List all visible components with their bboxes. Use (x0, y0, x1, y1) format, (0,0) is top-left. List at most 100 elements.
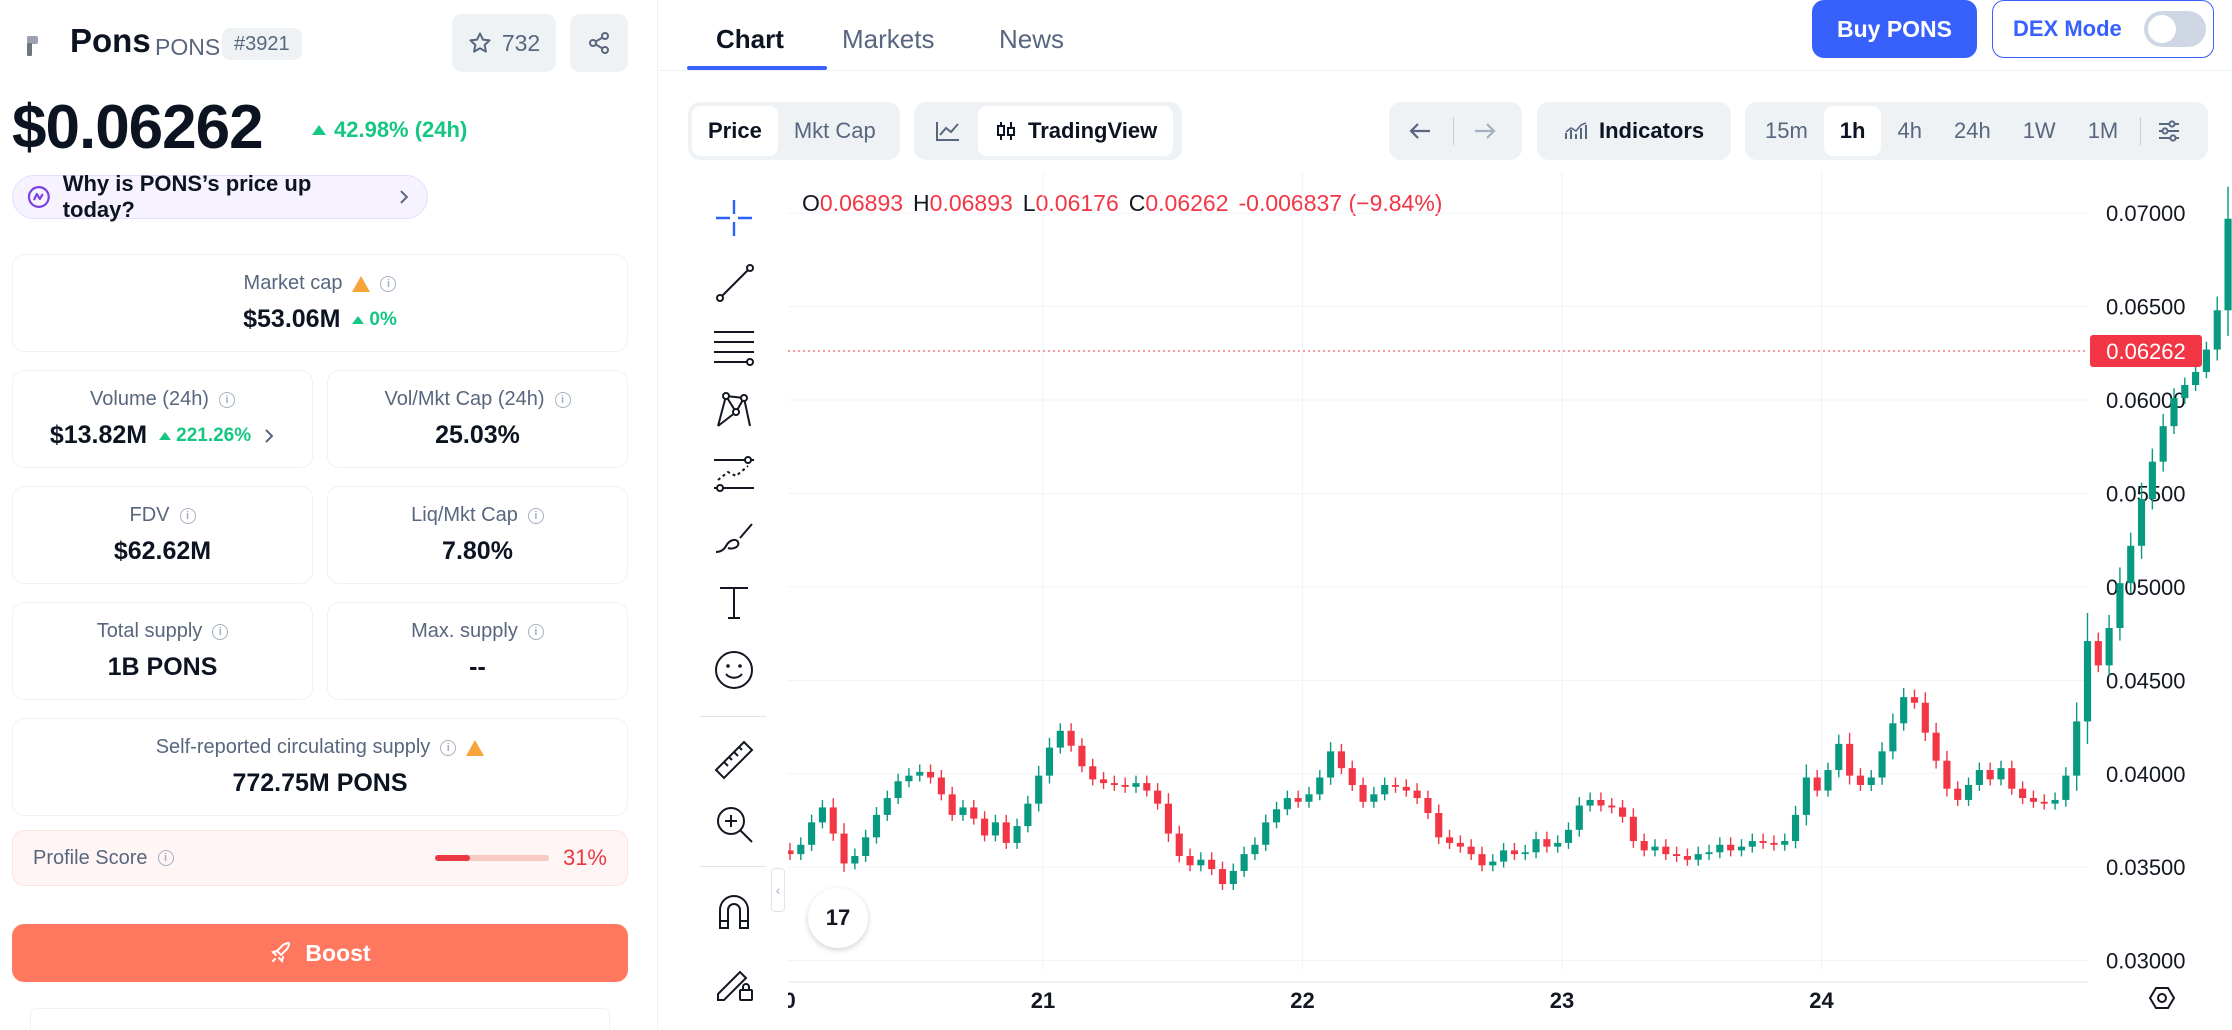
candle-body (1662, 846, 1670, 855)
candle-body (1889, 723, 1897, 752)
candle-body (2116, 583, 2124, 628)
undo-redo-group (1389, 102, 1522, 160)
watchlist-button[interactable]: 732 (452, 14, 556, 72)
tab-markets[interactable]: Markets (842, 24, 935, 54)
info-icon[interactable]: i (527, 507, 544, 524)
candle-body (1424, 798, 1432, 814)
candle-body (1964, 784, 1973, 800)
collapse-toolbar-button[interactable]: ‹ (771, 868, 785, 912)
range-24h[interactable]: 24h (1953, 118, 1991, 143)
candle-body (981, 818, 989, 836)
liq-mkt-cap-value: 7.80% (442, 537, 513, 565)
candle-body (1272, 809, 1281, 823)
trend-line-icon (716, 264, 754, 302)
magnet-tool[interactable] (708, 886, 760, 938)
crosshair-tool[interactable] (708, 192, 760, 244)
candle-body (1510, 850, 1518, 855)
y-tick-label: 0.03500 (2106, 855, 2186, 880)
chart-type-switch: TradingView (914, 102, 1182, 160)
range-4h[interactable]: 4h (1897, 118, 1922, 143)
candle-body (1878, 751, 1886, 778)
vol-mkt-cap-label: Vol/Mkt Cap (24h) (384, 388, 545, 410)
liq-mkt-cap-card: Liq/Mkt Cap i 7.80% (327, 486, 628, 584)
price-chart[interactable]: 0.070000.065000.060000.055000.050000.045… (788, 172, 2232, 1030)
share-button[interactable] (570, 14, 628, 72)
candle-body (1208, 859, 1216, 870)
profile-score[interactable]: Profile Score i 31% (12, 830, 628, 886)
toggle-switch[interactable] (2143, 11, 2206, 47)
candle-body (2170, 398, 2178, 427)
redo-button[interactable] (1460, 106, 1510, 156)
info-icon[interactable]: i (380, 275, 397, 292)
candle-body (1262, 822, 1270, 845)
indicators-item[interactable]: Indicators (1541, 106, 1726, 156)
emoji-tool[interactable] (708, 644, 760, 696)
candle-body (818, 807, 826, 823)
dex-mode-toggle[interactable]: DEX Mode (1992, 0, 2214, 58)
trend-line-tool[interactable] (708, 256, 760, 308)
candle-body (1197, 859, 1205, 866)
coin-logo-icon (27, 36, 38, 56)
info-icon[interactable]: i (179, 507, 196, 524)
price-option[interactable]: Price (692, 106, 778, 156)
candle-body (808, 822, 816, 845)
line-chart-option[interactable] (918, 106, 978, 156)
warning-icon (352, 275, 371, 292)
buy-button[interactable]: Buy PONS (1812, 0, 1977, 58)
info-icon[interactable]: i (157, 850, 174, 866)
candle-body (1067, 730, 1075, 746)
brush-tool[interactable] (708, 512, 760, 564)
volume-card[interactable]: Volume (24h) i $13.82M 221.26% (12, 370, 313, 468)
pattern-tool[interactable] (708, 384, 760, 436)
x-tick-label: 23 (1550, 988, 1574, 1013)
total-supply-value: 1B PONS (107, 653, 218, 681)
close-value: 0.06262 (1145, 190, 1229, 216)
range-1w[interactable]: 1W (2022, 118, 2056, 143)
why-price-up-link[interactable]: Why is PONS’s price up today? (12, 171, 428, 222)
total-supply-label: Total supply (96, 620, 203, 642)
indicators-button[interactable]: Indicators (1537, 102, 1731, 160)
candle-body (1186, 856, 1194, 866)
circulating-supply-value: 772.75M PONS (232, 769, 408, 797)
info-icon[interactable]: i (212, 623, 229, 640)
candle-body (1856, 775, 1864, 785)
prediction-tool[interactable] (708, 448, 760, 500)
zoom-tool[interactable] (708, 798, 760, 850)
candle-body (2224, 218, 2232, 311)
tradingview-option[interactable]: TradingView (978, 106, 1174, 156)
lock-drawings-tool[interactable] (708, 956, 760, 1008)
info-icon[interactable]: i (527, 623, 544, 640)
divider (700, 866, 766, 867)
coin-name: Pons (70, 22, 151, 59)
liq-mkt-cap-label: Liq/Mkt Cap (411, 504, 518, 526)
range-1h[interactable]: 1h (1823, 106, 1882, 156)
tab-news[interactable]: News (999, 24, 1065, 54)
candle-body (1489, 861, 1497, 866)
chart-settings-button[interactable] (2147, 106, 2191, 156)
fib-tool[interactable] (708, 320, 760, 372)
y-tick-label: 0.04000 (2106, 762, 2186, 787)
info-icon[interactable]: i (218, 391, 235, 408)
watchlist-count: 732 (501, 29, 541, 56)
mkt-cap-option[interactable]: Mkt Cap (793, 118, 876, 143)
candle-body (2008, 768, 2016, 789)
candle-body (1035, 775, 1043, 804)
range-15m[interactable]: 15m (1765, 118, 1808, 143)
candle-body (1218, 869, 1227, 885)
boost-button[interactable]: Boost (12, 924, 628, 982)
text-tool[interactable] (708, 576, 760, 628)
undo-button[interactable] (1393, 106, 1447, 156)
magnet-icon (719, 895, 749, 929)
candle-body (1316, 777, 1324, 795)
ad-banner[interactable] (30, 1008, 610, 1030)
tradingview-logo[interactable]: 17 (808, 888, 868, 948)
sliders-icon (2159, 120, 2180, 142)
info-icon[interactable]: i (440, 739, 457, 756)
range-1m[interactable]: 1M (2087, 118, 2119, 143)
measure-tool[interactable] (708, 734, 760, 786)
candle-body (2202, 349, 2210, 372)
candle-body (883, 798, 891, 815)
ai-sparkle-icon (27, 186, 50, 208)
info-icon[interactable]: i (554, 391, 571, 408)
tab-chart[interactable]: Chart (716, 24, 784, 54)
